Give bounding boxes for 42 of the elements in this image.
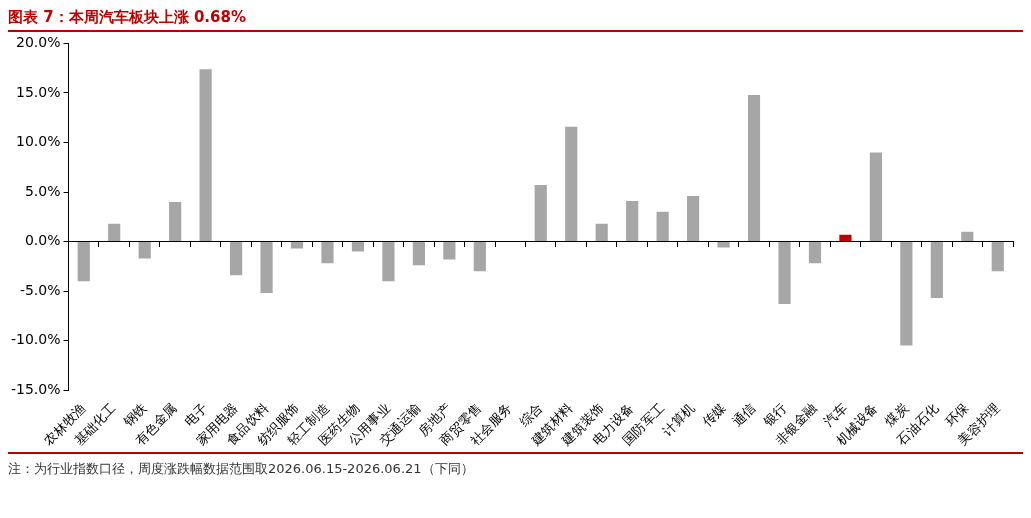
bar	[565, 126, 578, 242]
bar	[443, 242, 456, 260]
bar	[199, 69, 212, 242]
y-tick-label: 20.0%	[16, 34, 61, 51]
bar	[595, 223, 608, 242]
bar	[230, 242, 243, 276]
bar	[869, 152, 882, 242]
bar	[382, 242, 395, 282]
y-tick-label: -10.0%	[11, 331, 61, 348]
bar	[138, 242, 151, 259]
y-tick-label: -15.0%	[11, 380, 61, 397]
y-tick-label: 0.0%	[24, 232, 61, 249]
text: 注：为行业指数口径，周度涨跌幅数据范围取2026.06.15-2026.06.21（下同）	[8, 460, 475, 478]
y-tick-label: 5.0%	[24, 182, 61, 199]
bar	[108, 223, 121, 242]
bar	[321, 242, 334, 264]
bar	[260, 242, 273, 294]
chart-title: 图表 7：本周汽车板块上涨 0.68%	[8, 8, 1023, 32]
bar	[687, 195, 700, 242]
bar	[778, 242, 791, 304]
bar	[77, 242, 90, 282]
y-tick-label: 15.0%	[16, 83, 61, 100]
bar	[656, 211, 669, 242]
bar	[169, 201, 182, 242]
x-tick-label: 通信	[729, 400, 759, 430]
bar	[412, 242, 425, 266]
bar	[717, 242, 730, 248]
bar	[808, 242, 822, 264]
bar	[839, 234, 852, 242]
bar	[991, 242, 1004, 272]
x-tick-label: 传媒	[699, 400, 729, 430]
bar	[473, 242, 486, 272]
bar	[534, 185, 547, 242]
bar	[961, 231, 974, 242]
bar	[900, 242, 913, 346]
bar	[747, 94, 761, 242]
bar	[626, 200, 639, 242]
bar	[351, 242, 365, 252]
y-tick-label: 10.0%	[16, 133, 61, 150]
y-tick-label: -5.0%	[19, 281, 61, 298]
bar	[290, 242, 304, 249]
bar	[930, 242, 943, 299]
